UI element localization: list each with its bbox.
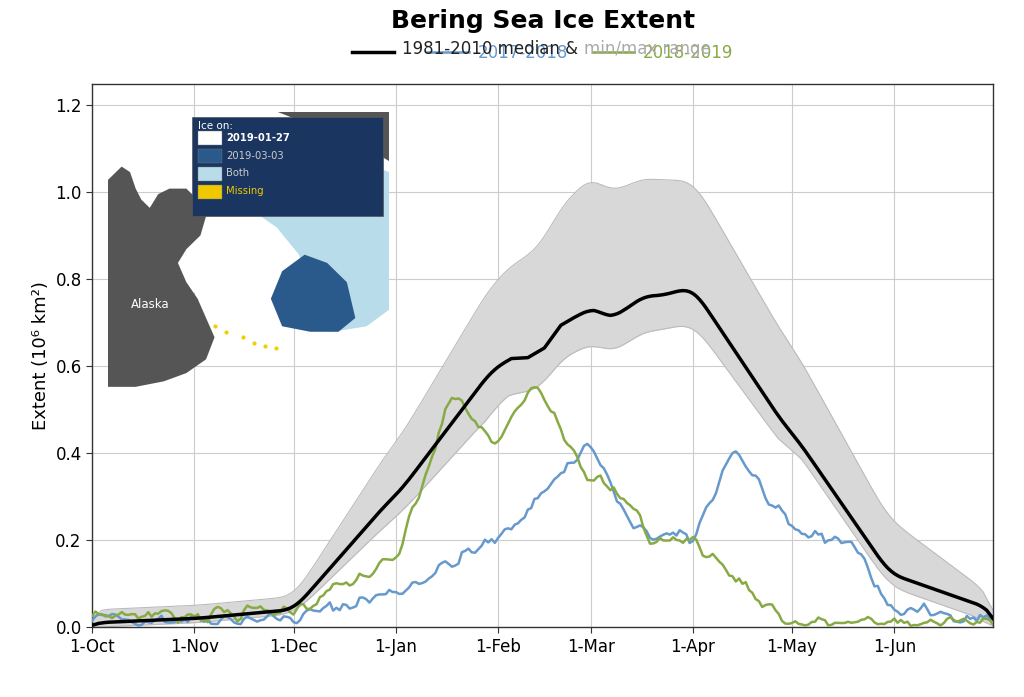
Text: Ice on:: Ice on: [198, 121, 232, 131]
Polygon shape [108, 167, 215, 387]
Polygon shape [276, 112, 389, 161]
Legend: , 2017-2018, 2018-2019: , 2017-2018, 2018-2019 [346, 38, 739, 69]
FancyBboxPatch shape [198, 131, 221, 146]
FancyBboxPatch shape [193, 117, 383, 216]
Text: 1981-2010 median &: 1981-2010 median & [402, 40, 584, 59]
Text: Missing: Missing [225, 186, 263, 197]
Point [207, 321, 223, 332]
Point [268, 343, 285, 354]
FancyBboxPatch shape [198, 167, 221, 181]
Title: Bering Sea Ice Extent: Bering Sea Ice Extent [391, 9, 694, 33]
Point [217, 326, 233, 337]
Text: Alaska: Alaska [130, 298, 169, 311]
Polygon shape [150, 189, 310, 326]
FancyBboxPatch shape [198, 149, 221, 163]
FancyBboxPatch shape [198, 185, 221, 199]
Text: 2019-01-27: 2019-01-27 [225, 132, 290, 143]
Polygon shape [225, 161, 389, 332]
Point [234, 332, 251, 343]
Y-axis label: Extent (10⁶ km²): Extent (10⁶ km²) [32, 281, 50, 430]
Text: 2019-03-03: 2019-03-03 [225, 151, 284, 160]
Text: Both: Both [225, 169, 249, 178]
Point [257, 340, 273, 351]
Polygon shape [270, 254, 355, 332]
Text: min/max range: min/max range [584, 40, 711, 59]
Point [246, 337, 262, 348]
